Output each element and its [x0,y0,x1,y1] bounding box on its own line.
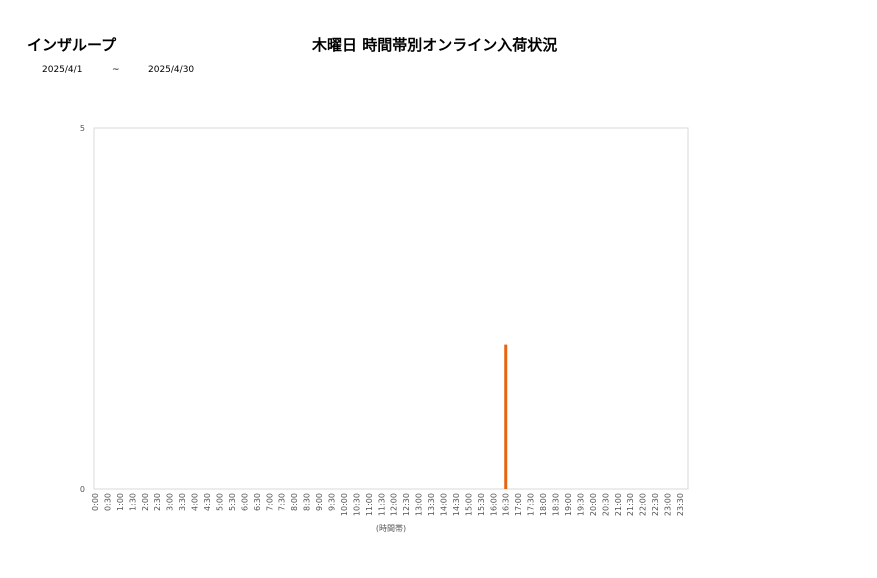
x-tick-label: 16:00 [489,493,498,516]
x-tick-label: 15:30 [477,493,486,516]
x-tick-label: 17:30 [527,493,536,516]
x-tick-label: 16:30 [502,493,511,516]
x-tick-label: 22:00 [639,493,648,516]
x-tick-label: 2:30 [153,493,162,511]
x-tick-label: 1:00 [116,493,125,511]
x-tick-label: 0:00 [91,493,100,511]
x-axis-label: (時間帯) [376,523,406,533]
bar [504,344,508,489]
x-tick-label: 19:30 [576,493,585,516]
x-tick-label: 11:00 [365,493,374,516]
x-tick-label: 12:00 [390,493,399,516]
x-tick-label: 13:30 [427,493,436,516]
x-tick-label: 6:00 [240,493,249,511]
x-tick-label: 3:00 [166,493,175,511]
x-tick-label: 13:00 [415,493,424,516]
x-tick-label: 10:00 [340,493,349,516]
y-tick-label: 0 [80,485,85,494]
x-tick-label: 2:00 [141,493,150,511]
x-tick-label: 23:30 [676,493,685,516]
x-tick-label: 7:00 [265,493,274,511]
x-tick-label: 10:30 [352,493,361,516]
x-tick-label: 23:00 [664,493,673,516]
x-tick-label: 12:30 [402,493,411,516]
x-tick-label: 11:30 [377,493,386,516]
page-title: 木曜日 時間帯別オンライン入荷状況 [312,36,558,54]
x-tick-label: 18:30 [552,493,561,516]
x-tick-label: 8:30 [303,493,312,511]
x-tick-label: 6:30 [253,493,262,511]
x-tick-label: 3:30 [178,493,187,511]
x-tick-label: 5:00 [215,493,224,511]
x-tick-label: 21:30 [626,493,635,516]
x-tick-label: 19:00 [564,493,573,516]
y-tick-label: 5 [80,124,85,133]
x-tick-label: 4:30 [203,493,212,511]
x-tick-label: 14:30 [452,493,461,516]
date-separator: ~ [112,65,120,75]
date-to: 2025/4/30 [148,65,195,75]
plot-area [93,127,689,490]
x-tick-label: 8:00 [290,493,299,511]
x-tick-label: 9:30 [327,493,336,511]
x-tick-label: 15:00 [464,493,473,516]
brand-name: インザループ [27,36,117,54]
x-tick-label: 20:00 [589,493,598,516]
date-from: 2025/4/1 [42,65,83,75]
x-tick-label: 14:00 [440,493,449,516]
x-tick-label: 0:30 [103,493,112,511]
x-tick-label: 9:00 [315,493,324,511]
x-tick-label: 7:30 [278,493,287,511]
x-tick-label: 17:00 [514,493,523,516]
x-tick-label: 1:30 [128,493,137,511]
x-tick-label: 4:00 [191,493,200,511]
x-tick-label: 20:30 [601,493,610,516]
x-tick-label: 18:00 [539,493,548,516]
x-tick-label: 22:30 [651,493,660,516]
x-tick-label: 21:00 [614,493,623,516]
x-tick-label: 5:30 [228,493,237,511]
